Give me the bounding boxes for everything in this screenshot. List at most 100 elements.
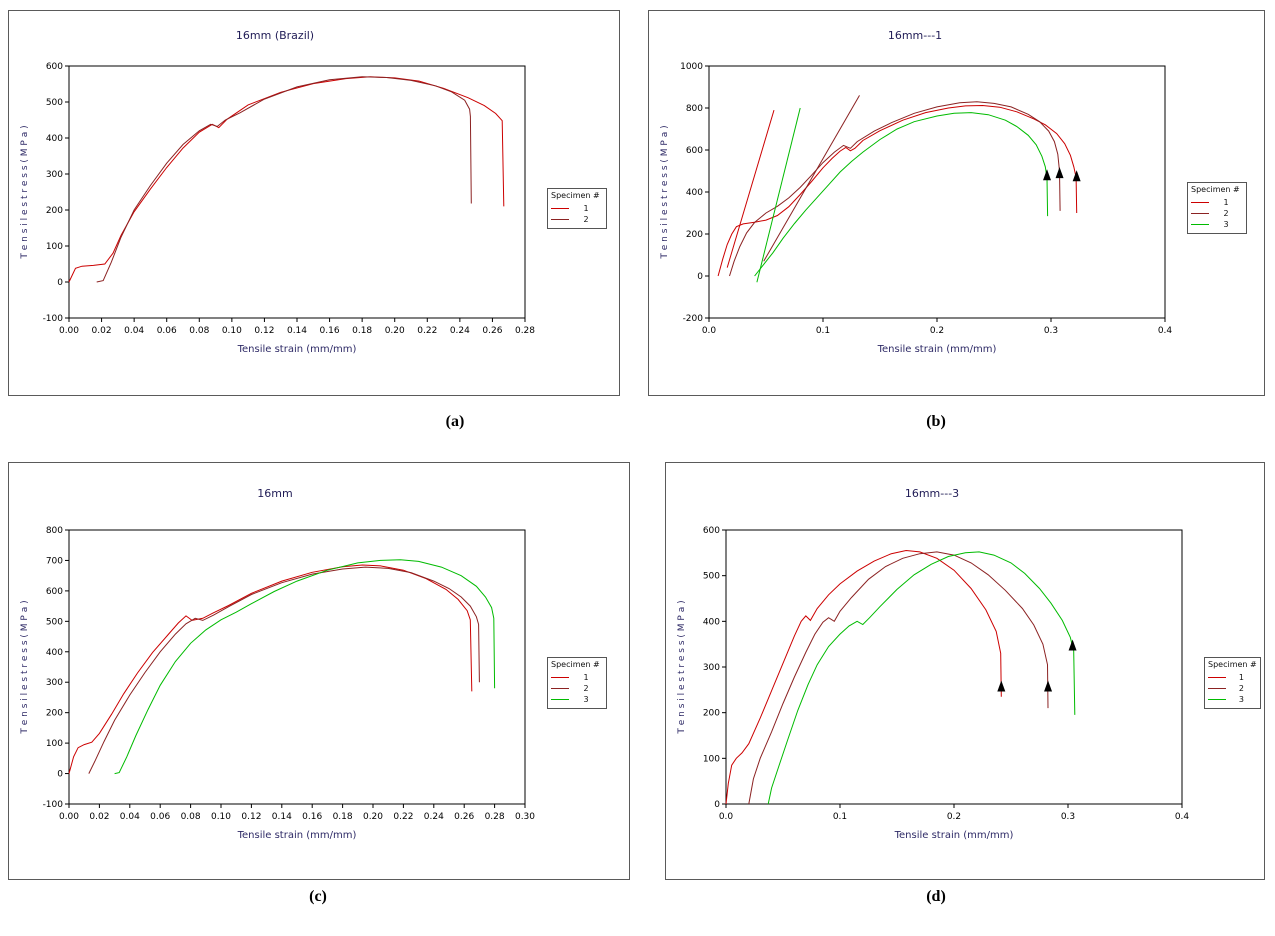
y-axis-label: T e n s i l e s t r e s s ( M P a ) bbox=[20, 600, 30, 734]
x-tick-label: 0.14 bbox=[287, 326, 307, 336]
x-tick-label: 0.26 bbox=[454, 812, 474, 822]
failure-arrow bbox=[1043, 169, 1052, 181]
legend-series-label: 3 bbox=[1238, 695, 1244, 704]
x-tick-label: 0.20 bbox=[363, 812, 383, 822]
legend-title: Specimen # bbox=[1191, 185, 1240, 194]
legend-swatch bbox=[551, 688, 569, 689]
y-tick-label: 200 bbox=[703, 709, 720, 719]
legend-series-label: 1 bbox=[583, 673, 589, 682]
legend-item: 3 bbox=[1208, 694, 1257, 705]
x-tick-label: 0.14 bbox=[272, 812, 292, 822]
series-line-3 bbox=[754, 112, 1049, 277]
y-tick-label: 600 bbox=[703, 526, 720, 536]
chart-panel-c: 16mm 0.00 0.02 0.04 0.06 0.08 0.10 0.12 0.14 0.1… bbox=[8, 462, 630, 880]
stress-strain-plot-d: 0.0 0.1 0.2 0.3 0.4 0 100 200 300 400 500 600 Tensil… bbox=[677, 526, 1190, 841]
plot-area bbox=[68, 529, 526, 805]
x-tick-label: 0.06 bbox=[157, 326, 177, 336]
chart-body-c: 0.00 0.02 0.04 0.06 0.08 0.10 0.12 0.14 0.16 0.18… bbox=[15, 522, 625, 844]
x-tick-label: 0.4 bbox=[1158, 326, 1173, 336]
y-tick-label: 0 bbox=[57, 770, 63, 780]
x-tick-label: 0.28 bbox=[515, 326, 535, 336]
figure-caption-d: (d) bbox=[926, 888, 946, 905]
x-axis-label: Tensile strain (mm/mm) bbox=[237, 830, 357, 841]
legend-item: 2 bbox=[551, 214, 603, 225]
figure-caption-a: (a) bbox=[445, 413, 465, 430]
series-line-3 bbox=[756, 107, 801, 283]
series-line-1 bbox=[717, 104, 1078, 277]
y-tick-label: 500 bbox=[703, 572, 720, 582]
y-tick-label: 400 bbox=[46, 648, 63, 658]
x-tick-label: 0.2 bbox=[930, 326, 944, 336]
legend-swatch bbox=[551, 677, 569, 678]
x-axis-label: Tensile strain (mm/mm) bbox=[877, 344, 997, 355]
stress-strain-plot-c: 0.00 0.02 0.04 0.06 0.08 0.10 0.12 0.14 0.16 0.18… bbox=[20, 526, 535, 841]
legend-series-label: 3 bbox=[583, 695, 589, 704]
x-tick-label: 0.0 bbox=[719, 812, 734, 822]
chart-body-b: 0.0 0.1 0.2 0.3 0.4 -200 0 200 400 600 800 1000 Tens… bbox=[655, 58, 1260, 358]
y-tick-label: 0 bbox=[697, 272, 703, 282]
y-tick-label: 400 bbox=[703, 617, 720, 627]
y-tick-label: -200 bbox=[683, 314, 704, 324]
legend-series-label: 2 bbox=[583, 214, 589, 224]
legend-title: Specimen # bbox=[551, 660, 600, 669]
x-tick-label: 0.18 bbox=[352, 326, 372, 336]
x-tick-label: 0.00 bbox=[59, 812, 79, 822]
series-line-2 bbox=[729, 101, 1061, 277]
legend-title: Specimen # bbox=[551, 190, 600, 200]
y-tick-label: 800 bbox=[686, 104, 703, 114]
legend-swatch bbox=[1208, 699, 1226, 700]
y-axis-label: T e n s i l e s t r e s s ( M P a ) bbox=[660, 125, 670, 259]
legend-items: 1 2 3 bbox=[551, 672, 603, 705]
y-tick-label: 300 bbox=[46, 170, 63, 180]
plot-area bbox=[68, 65, 526, 319]
x-tick-label: 0.4 bbox=[1175, 812, 1190, 822]
x-tick-label: 0.02 bbox=[89, 812, 109, 822]
stress-strain-plot-b: 0.0 0.1 0.2 0.3 0.4 -200 0 200 400 600 800 1000 Tens… bbox=[660, 62, 1173, 355]
x-tick-label: 0.18 bbox=[333, 812, 353, 822]
series-line-1 bbox=[68, 76, 505, 283]
legend-b: Specimen # 1 2 3 bbox=[1187, 182, 1247, 234]
x-tick-label: 0.12 bbox=[254, 326, 274, 336]
figure-caption-c: (c) bbox=[309, 888, 327, 905]
x-tick-label: 0.28 bbox=[485, 812, 505, 822]
x-tick-label: 0.24 bbox=[450, 326, 470, 336]
series-line-2 bbox=[763, 95, 860, 262]
x-tick-label: 0.0 bbox=[702, 326, 717, 336]
failure-arrow bbox=[1055, 167, 1064, 179]
x-tick-label: 0.2 bbox=[947, 812, 961, 822]
y-tick-label: 200 bbox=[686, 230, 703, 240]
y-tick-label: 500 bbox=[46, 98, 63, 108]
legend-swatch bbox=[1191, 224, 1209, 225]
y-tick-label: -100 bbox=[43, 314, 64, 324]
stress-strain-plot-a: 0.00 0.02 0.04 0.06 0.08 0.10 0.12 0.14 0.16 0.18… bbox=[20, 62, 535, 355]
x-tick-label: 0.16 bbox=[302, 812, 322, 822]
failure-arrow bbox=[1072, 170, 1081, 182]
y-axis-label: T e n s i l e s t r e s s ( M P a ) bbox=[20, 125, 30, 259]
y-tick-label: 700 bbox=[46, 556, 63, 566]
x-tick-label: 0.26 bbox=[482, 326, 502, 336]
x-tick-label: 0.1 bbox=[816, 326, 830, 336]
x-tick-label: 0.00 bbox=[59, 326, 79, 336]
legend-item: 2 bbox=[1208, 683, 1257, 694]
legend-swatch bbox=[1191, 213, 1209, 214]
failure-arrow bbox=[997, 680, 1006, 692]
legend-title: Specimen # bbox=[1208, 660, 1257, 669]
chart-title-d: 16mm---3 bbox=[904, 487, 960, 500]
legend-item: 1 bbox=[1191, 197, 1243, 208]
x-tick-label: 0.3 bbox=[1061, 812, 1075, 822]
x-axis-label: Tensile strain (mm/mm) bbox=[894, 830, 1014, 841]
y-tick-label: 0 bbox=[714, 800, 720, 810]
y-axis-label: T e n s i l e s t r e s s ( M P a ) bbox=[677, 600, 687, 734]
y-tick-label: 800 bbox=[46, 526, 63, 536]
y-tick-label: 600 bbox=[46, 62, 63, 72]
legend-items: 1 2 3 bbox=[1208, 672, 1257, 705]
y-tick-label: 100 bbox=[46, 242, 63, 252]
series-line-1 bbox=[68, 564, 473, 774]
legend-swatch bbox=[1208, 688, 1226, 689]
legend-swatch bbox=[551, 699, 569, 700]
y-tick-label: 200 bbox=[46, 709, 63, 719]
legend-swatch bbox=[1191, 202, 1209, 203]
chart-title-c: 16mm bbox=[257, 487, 293, 500]
